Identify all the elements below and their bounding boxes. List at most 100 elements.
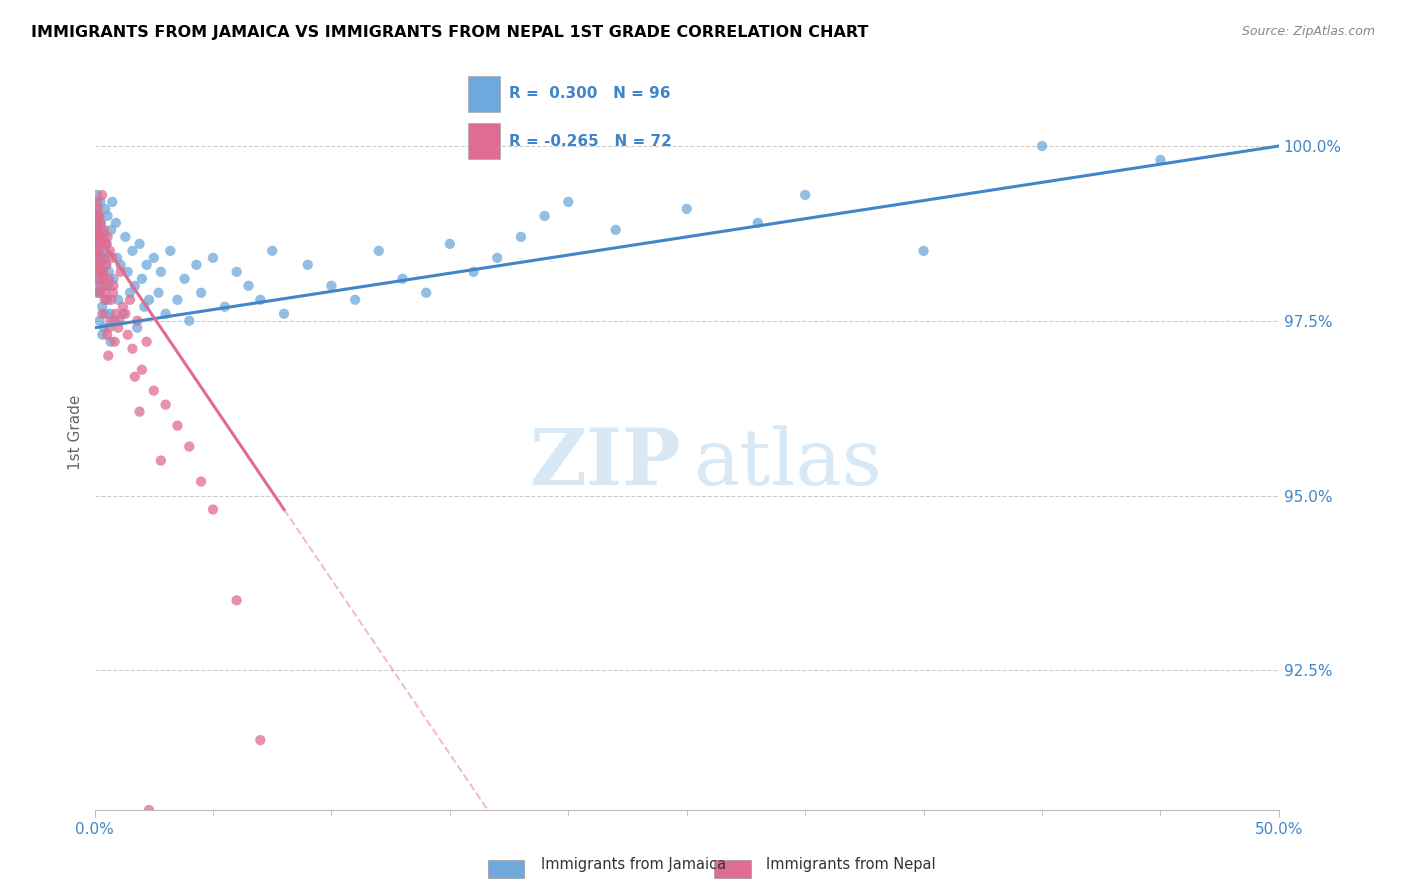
Point — [91, 251, 114, 265]
Point — [120, 285, 142, 300]
Point — [84, 216, 107, 230]
Point — [120, 293, 142, 307]
Point — [186, 258, 208, 272]
Point — [97, 265, 120, 279]
Point — [103, 272, 125, 286]
Point — [173, 272, 195, 286]
Point — [249, 733, 271, 747]
Point — [91, 327, 114, 342]
Point — [201, 251, 224, 265]
Point — [100, 314, 122, 328]
Text: atlas: atlas — [693, 425, 882, 500]
Point — [107, 293, 129, 307]
Point — [93, 244, 115, 258]
Point — [94, 278, 117, 293]
Point — [103, 278, 125, 293]
Point — [89, 230, 111, 244]
Point — [86, 285, 108, 300]
Point — [89, 314, 111, 328]
Point — [166, 293, 188, 307]
Text: Source: ZipAtlas.com: Source: ZipAtlas.com — [1241, 25, 1375, 38]
Point — [98, 307, 121, 321]
Point — [439, 236, 461, 251]
Point — [91, 188, 114, 202]
Point — [415, 285, 437, 300]
Point — [98, 320, 121, 334]
Point — [91, 307, 114, 321]
Point — [142, 384, 165, 398]
Point — [93, 230, 115, 244]
Point — [86, 272, 108, 286]
Point — [100, 223, 122, 237]
Point — [96, 293, 118, 307]
Point — [159, 244, 181, 258]
Point — [128, 236, 150, 251]
Point — [91, 300, 114, 314]
Point — [214, 300, 236, 314]
Point — [127, 320, 149, 334]
Point — [1031, 139, 1053, 153]
Point — [90, 265, 112, 279]
Point — [148, 285, 170, 300]
Point — [97, 272, 120, 286]
Point — [108, 314, 131, 328]
Point — [86, 244, 108, 258]
Point — [86, 230, 108, 244]
Point — [86, 236, 108, 251]
Point — [117, 265, 139, 279]
Point — [87, 230, 110, 244]
Point — [127, 314, 149, 328]
Point — [557, 194, 579, 209]
Point — [89, 265, 111, 279]
Point — [190, 475, 212, 489]
Point — [101, 251, 124, 265]
Point — [104, 216, 127, 230]
Point — [89, 236, 111, 251]
Point — [100, 334, 122, 349]
Point — [87, 258, 110, 272]
Point — [533, 209, 555, 223]
Point — [89, 251, 111, 265]
Point — [100, 293, 122, 307]
Point — [155, 398, 177, 412]
Point — [131, 272, 153, 286]
Point — [90, 216, 112, 230]
Point — [86, 251, 108, 265]
Point — [249, 293, 271, 307]
Point — [138, 293, 160, 307]
Point — [142, 251, 165, 265]
Point — [747, 216, 769, 230]
Point — [86, 188, 108, 202]
Point — [114, 230, 136, 244]
Point — [94, 236, 117, 251]
Point — [96, 293, 118, 307]
Point — [166, 418, 188, 433]
Point — [97, 349, 120, 363]
Point — [87, 230, 110, 244]
Point — [91, 265, 114, 279]
Point — [90, 251, 112, 265]
Point — [105, 251, 128, 265]
Point — [87, 272, 110, 286]
Point — [84, 202, 107, 216]
Point — [107, 320, 129, 334]
Point — [114, 307, 136, 321]
Point — [97, 209, 120, 223]
Point — [121, 342, 143, 356]
Point — [262, 244, 284, 258]
Point — [86, 194, 108, 209]
Text: IMMIGRANTS FROM JAMAICA VS IMMIGRANTS FROM NEPAL 1ST GRADE CORRELATION CHART: IMMIGRANTS FROM JAMAICA VS IMMIGRANTS FR… — [31, 25, 869, 40]
Point — [89, 216, 111, 230]
Point — [509, 230, 531, 244]
Point — [104, 307, 127, 321]
Point — [96, 236, 118, 251]
Point — [155, 307, 177, 321]
Point — [912, 244, 935, 258]
Point — [89, 209, 111, 223]
Point — [89, 285, 111, 300]
Point — [90, 230, 112, 244]
Point — [297, 258, 319, 272]
Point — [96, 258, 118, 272]
Point — [149, 265, 172, 279]
Point — [321, 278, 343, 293]
